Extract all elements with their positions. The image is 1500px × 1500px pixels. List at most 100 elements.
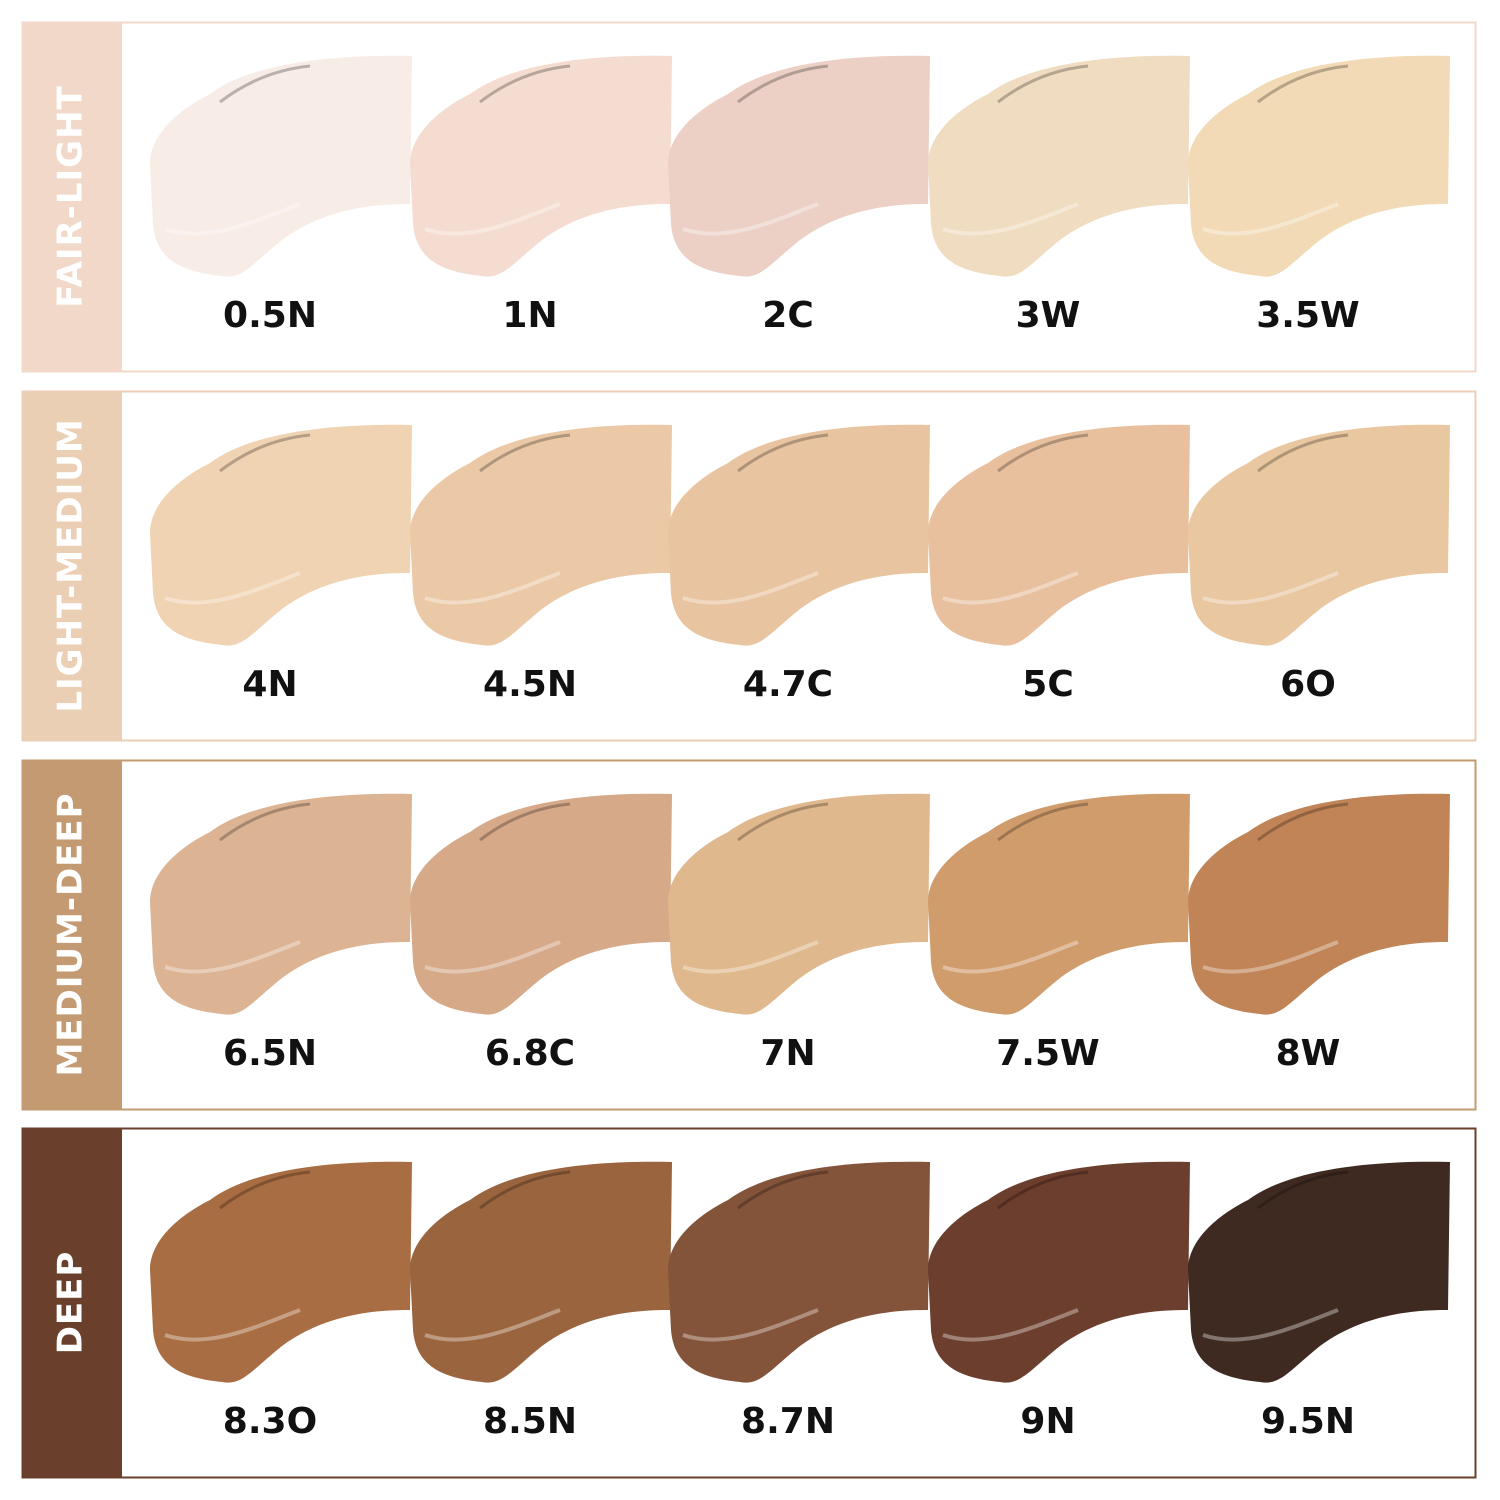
swatch-highlight: [1202, 940, 1339, 974]
swatch: [928, 424, 1190, 646]
swatch-sheen: [737, 1170, 829, 1210]
swatch: [668, 424, 930, 646]
swatch-sheen: [1257, 802, 1349, 842]
swatch: [1188, 55, 1450, 277]
swatch-highlight: [682, 202, 819, 236]
group-band: [22, 22, 122, 372]
shade-name: 4.5N: [483, 664, 577, 705]
swatch-fill: [668, 55, 930, 277]
swatch-fill: [1188, 55, 1450, 277]
swatch-fill: [410, 55, 672, 277]
group-band: [22, 760, 122, 1110]
swatch-fill: [150, 793, 412, 1015]
shade-name: 2C: [762, 295, 813, 336]
swatch-fill: [150, 55, 412, 277]
swatch-fill: [928, 1161, 1190, 1383]
swatch: [668, 55, 930, 277]
swatch-highlight: [942, 1308, 1079, 1342]
swatch-sheen: [997, 1170, 1089, 1210]
group-label: FAIR-LIGHT: [51, 85, 91, 307]
shade-name: 4N: [242, 664, 297, 705]
swatch-highlight: [424, 1308, 561, 1342]
swatch-fill: [668, 793, 930, 1015]
swatch-sheen: [479, 1170, 571, 1210]
swatch-fill: [928, 424, 1190, 646]
swatch-highlight: [164, 1308, 301, 1342]
swatch-sheen: [479, 802, 571, 842]
swatch-sheen: [219, 1170, 311, 1210]
shade-name: 0.5N: [223, 295, 317, 336]
swatch-fill: [410, 1161, 672, 1383]
swatch: [1188, 793, 1450, 1015]
swatch-fill: [150, 1161, 412, 1383]
swatch-sheen: [737, 802, 829, 842]
shade-name: 5C: [1022, 664, 1073, 705]
shade-name: 6.8C: [485, 1033, 575, 1074]
swatch: [928, 793, 1190, 1015]
swatch-highlight: [942, 202, 1079, 236]
swatch-highlight: [424, 940, 561, 974]
shade-name: 3.5W: [1256, 295, 1359, 336]
swatch-sheen: [219, 64, 311, 104]
swatch-highlight: [1202, 202, 1339, 236]
swatch-sheen: [997, 802, 1089, 842]
group-band: [22, 1128, 122, 1478]
shade-name: 7N: [760, 1033, 815, 1074]
swatch: [1188, 424, 1450, 646]
shade-name: 6.5N: [223, 1033, 317, 1074]
swatch-highlight: [164, 940, 301, 974]
swatch-highlight: [942, 940, 1079, 974]
swatch-highlight: [164, 571, 301, 605]
group-label: LIGHT-MEDIUM: [51, 418, 91, 712]
group-band: [22, 391, 122, 741]
shade-name: 4.7C: [743, 664, 833, 705]
swatch: [928, 55, 1190, 277]
swatch-sheen: [219, 433, 311, 473]
swatch: [150, 424, 412, 646]
swatch: [150, 55, 412, 277]
swatch-sheen: [1257, 64, 1349, 104]
swatch: [410, 55, 672, 277]
swatch-highlight: [424, 571, 561, 605]
group-label: DEEP: [51, 1251, 91, 1355]
swatch: [668, 793, 930, 1015]
swatch: [1188, 1161, 1450, 1383]
shade-name: 9.5N: [1261, 1401, 1355, 1442]
shade-name: 8W: [1276, 1033, 1341, 1074]
swatch-sheen: [1257, 1170, 1349, 1210]
swatch: [410, 793, 672, 1015]
swatch-sheen: [219, 802, 311, 842]
swatch-highlight: [682, 940, 819, 974]
swatch-highlight: [942, 571, 1079, 605]
swatch-sheen: [1257, 433, 1349, 473]
swatch: [150, 1161, 412, 1383]
shade-name: 1N: [502, 295, 557, 336]
group-label: MEDIUM-DEEP: [51, 792, 91, 1076]
swatch: [668, 1161, 930, 1383]
shade-name: 6O: [1280, 664, 1336, 705]
swatch-fill: [1188, 424, 1450, 646]
swatch-fill: [928, 55, 1190, 277]
swatch-fill: [1188, 1161, 1450, 1383]
swatch-fill: [668, 424, 930, 646]
shade-name: 3W: [1016, 295, 1081, 336]
swatch-highlight: [424, 202, 561, 236]
swatch: [410, 424, 672, 646]
swatch-highlight: [1202, 1308, 1339, 1342]
shade-name: 7.5W: [996, 1033, 1099, 1074]
swatch-sheen: [479, 64, 571, 104]
swatch-highlight: [682, 571, 819, 605]
swatch-highlight: [164, 202, 301, 236]
swatch-fill: [928, 793, 1190, 1015]
shade-name: 8.7N: [741, 1401, 835, 1442]
swatch-sheen: [737, 64, 829, 104]
swatch-sheen: [737, 433, 829, 473]
swatch-sheen: [997, 433, 1089, 473]
swatch-fill: [668, 1161, 930, 1383]
swatch-fill: [150, 424, 412, 646]
swatch-sheen: [997, 64, 1089, 104]
swatch-sheen: [479, 433, 571, 473]
swatch: [410, 1161, 672, 1383]
swatch: [150, 793, 412, 1015]
